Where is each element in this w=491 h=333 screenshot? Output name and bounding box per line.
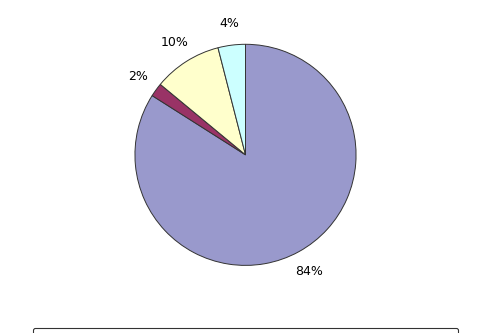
Text: 84%: 84% xyxy=(296,265,324,278)
Legend: Wages & Salaries, Employee Benefits, Operating Expenses, Safety Net: Wages & Salaries, Employee Benefits, Ope… xyxy=(33,328,458,333)
Wedge shape xyxy=(161,48,246,155)
Wedge shape xyxy=(135,44,356,265)
Text: 2%: 2% xyxy=(128,70,148,83)
Wedge shape xyxy=(152,84,246,155)
Wedge shape xyxy=(218,44,246,155)
Text: 4%: 4% xyxy=(219,17,239,30)
Text: 10%: 10% xyxy=(161,36,189,49)
